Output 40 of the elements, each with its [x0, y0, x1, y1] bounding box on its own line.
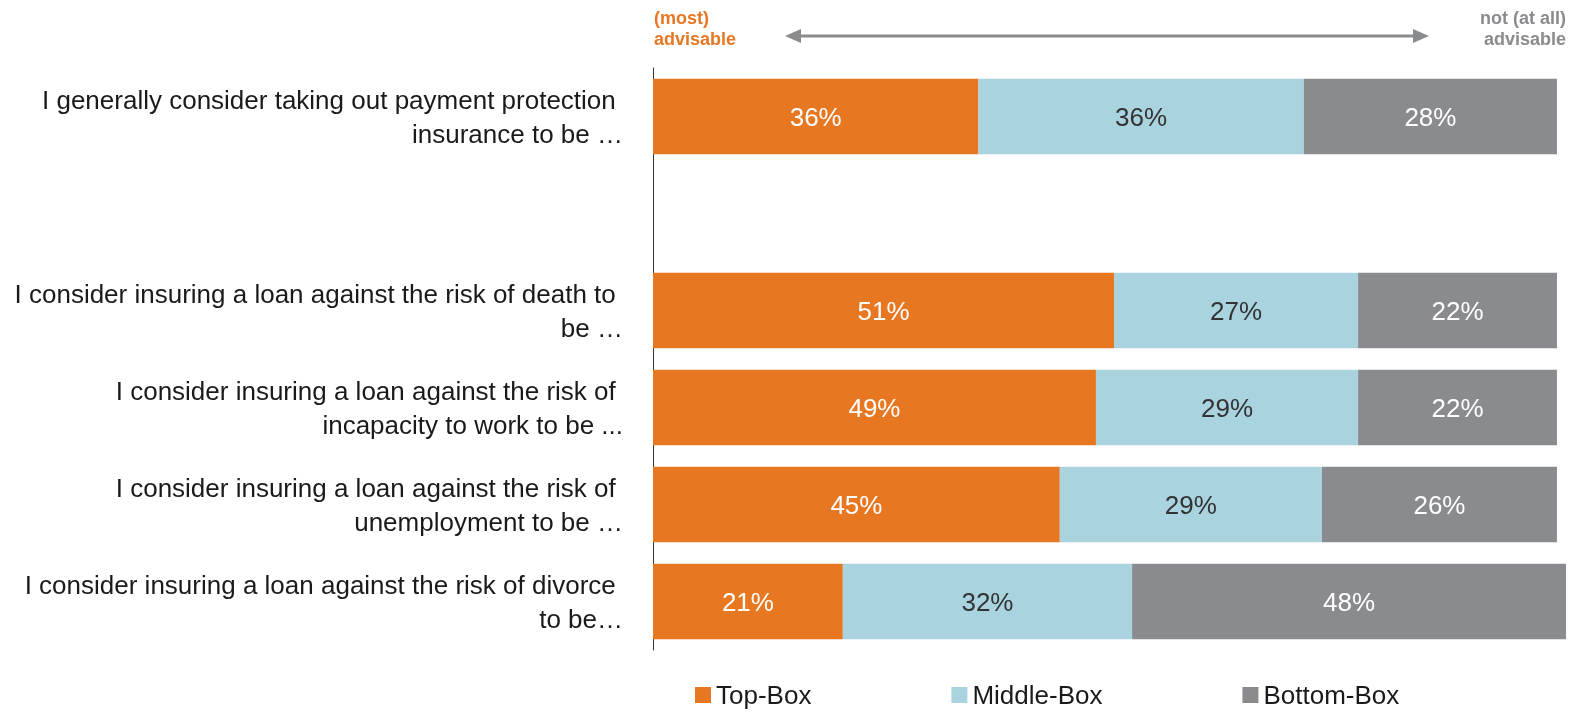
data-label: 51% [857, 295, 910, 326]
bar [1358, 272, 1557, 349]
legend-label: Top-Box [716, 680, 812, 710]
bar [1132, 563, 1566, 640]
text: not (at all) advisable [1480, 8, 1566, 50]
data-label: 29% [1200, 392, 1254, 423]
data-label: 45% [830, 489, 883, 520]
y-tick-label: I consider insuring a loan against the risk of death to be … [14, 278, 623, 343]
data-label: 22% [1431, 295, 1484, 326]
bar [653, 466, 1060, 543]
y-tick-label: I consider insuring a loan against the risk of divorce to be… [24, 569, 623, 634]
bar [978, 78, 1304, 155]
y-tick-label: I consider insuring a loan against the risk of incapacity to work to be ... [115, 375, 623, 440]
data-label: 21% [721, 586, 774, 617]
data-label: 48% [1323, 586, 1376, 617]
data-label: 27% [1210, 295, 1263, 326]
data-label: 32% [961, 586, 1014, 617]
bar [1358, 369, 1557, 446]
bar [1095, 369, 1359, 446]
bar [653, 369, 1096, 446]
bar [1321, 466, 1557, 543]
data-label: 36% [1115, 101, 1168, 132]
data-label: 29% [1164, 489, 1217, 520]
bar [842, 563, 1133, 640]
bar [1059, 466, 1322, 543]
legend-label: Middle-Box [972, 680, 1103, 710]
bar [653, 272, 1115, 349]
data-label: 28% [1404, 101, 1457, 132]
y-tick-label: I generally consider taking out payment protection insurance to be … [41, 84, 623, 149]
data-label: 22% [1431, 392, 1484, 423]
data-label: 36% [789, 101, 842, 132]
text: (most) advisable [654, 8, 737, 50]
bar [1114, 272, 1359, 349]
bar [653, 563, 843, 640]
bar [653, 78, 979, 155]
y-tick-label: I consider insuring a loan against the risk of unemployment to be … [115, 472, 623, 537]
legend-label: Bottom-Box [1263, 680, 1400, 710]
bar [1303, 78, 1557, 155]
data-label: 26% [1413, 489, 1466, 520]
data-label: 49% [848, 392, 901, 423]
